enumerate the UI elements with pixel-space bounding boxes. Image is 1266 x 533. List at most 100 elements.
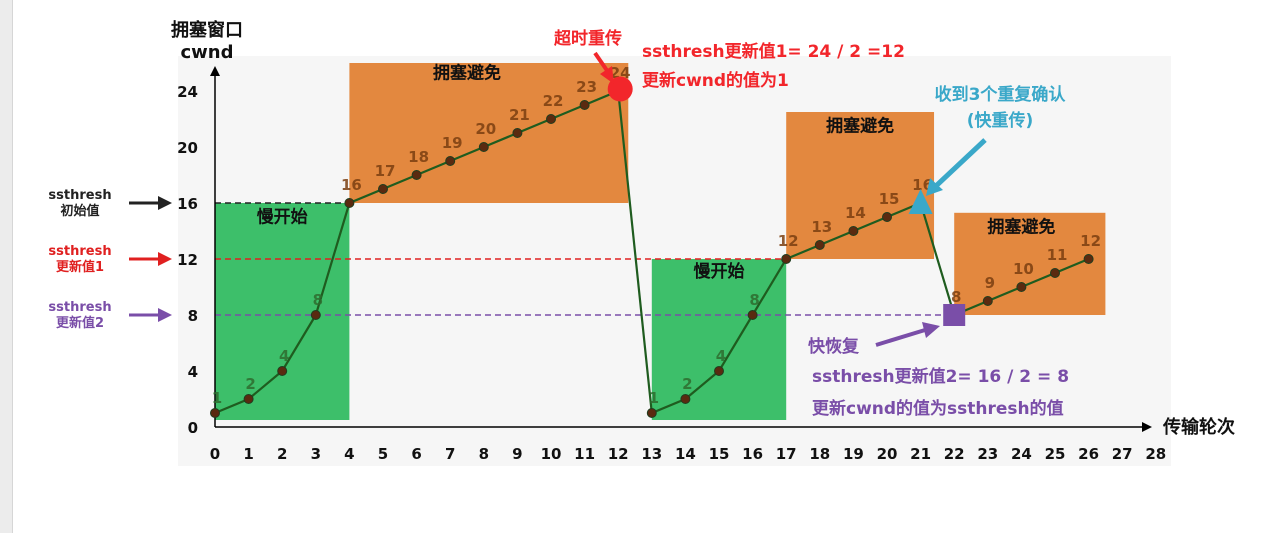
data-label: 24 bbox=[610, 64, 631, 82]
y-axis-title: 拥塞窗口 bbox=[171, 19, 243, 41]
x-tick-label: 2 bbox=[277, 445, 287, 463]
y-tick-label: 16 bbox=[177, 195, 198, 213]
data-label: 9 bbox=[985, 274, 995, 292]
congestion-avoidance-region-1 bbox=[349, 63, 629, 203]
y-tick-label: 0 bbox=[188, 419, 198, 437]
ssthresh-update-2-arrow-head bbox=[158, 308, 172, 322]
x-tick-label: 23 bbox=[977, 445, 998, 463]
data-label: 12 bbox=[1080, 232, 1101, 250]
data-label: 8 bbox=[951, 288, 961, 306]
triple-dup-ack-arrow-head bbox=[926, 178, 943, 196]
x-tick-label: 1 bbox=[243, 445, 253, 463]
y-tick-label: 20 bbox=[177, 139, 198, 157]
ssthresh-update-1-label-line1: ssthresh bbox=[48, 244, 111, 259]
data-label: 19 bbox=[442, 134, 463, 152]
data-point bbox=[243, 394, 254, 404]
x-tick-label: 0 bbox=[210, 445, 220, 463]
y-tick-label: 8 bbox=[188, 307, 198, 325]
x-tick-label: 16 bbox=[742, 445, 763, 463]
slow-start-region-1-label: 慢开始 bbox=[257, 207, 308, 228]
data-label: 1 bbox=[212, 389, 222, 407]
triple-dup-ack-marker bbox=[908, 189, 933, 214]
x-tick-label: 20 bbox=[877, 445, 898, 463]
congestion-avoidance-region-3-label: 拥塞避免 bbox=[987, 216, 1055, 237]
slow-start-region-1 bbox=[215, 203, 350, 420]
fast-recovery-label: 快恢复 bbox=[808, 336, 860, 357]
congestion-avoidance-region-1-label: 拥塞避免 bbox=[433, 62, 501, 83]
timeout-arrow-head bbox=[600, 66, 614, 84]
x-tick-label: 28 bbox=[1145, 445, 1166, 463]
data-point bbox=[882, 212, 892, 222]
ssthresh-update-1-label-line2: 更新值1 bbox=[56, 259, 104, 275]
x-tick-label: 17 bbox=[776, 445, 797, 463]
data-point bbox=[445, 156, 456, 166]
data-point bbox=[579, 100, 590, 110]
x-tick-label: 3 bbox=[311, 445, 321, 463]
x-tick-label: 12 bbox=[608, 445, 629, 463]
data-label: 13 bbox=[811, 218, 832, 236]
ssthresh-update-2-label-line2: 更新值2 bbox=[56, 315, 104, 331]
x-tick-label: 6 bbox=[411, 445, 421, 463]
y-tick-label: 4 bbox=[188, 363, 198, 381]
ssthresh-initial-arrow-head bbox=[158, 196, 172, 210]
x-tick-label: 14 bbox=[675, 445, 696, 463]
data-label: 22 bbox=[543, 92, 564, 110]
data-point bbox=[714, 366, 724, 376]
data-label: 21 bbox=[509, 106, 530, 124]
x-tick-label: 10 bbox=[541, 445, 562, 463]
data-label: 8 bbox=[749, 291, 759, 309]
x-tick-label: 15 bbox=[709, 445, 730, 463]
x-tick-label: 5 bbox=[378, 445, 388, 463]
data-point bbox=[646, 408, 657, 418]
data-label: 12 bbox=[778, 232, 799, 250]
data-label: 2 bbox=[245, 375, 255, 393]
data-point bbox=[848, 226, 859, 236]
x-tick-label: 25 bbox=[1045, 445, 1066, 463]
data-label: 2 bbox=[682, 375, 692, 393]
data-point bbox=[1016, 282, 1027, 292]
data-point bbox=[1083, 254, 1094, 264]
data-point bbox=[310, 310, 321, 320]
fast-recovery-note-cwnd: 更新cwnd的值为ssthresh的值 bbox=[812, 398, 1064, 419]
data-label: 14 bbox=[845, 204, 866, 222]
data-point bbox=[210, 408, 220, 418]
y-axis-unit: cwnd bbox=[181, 42, 234, 63]
timeout-note-cwnd: 更新cwnd的值为1 bbox=[642, 70, 789, 91]
ssthresh-initial-label-line1: ssthresh bbox=[48, 188, 111, 203]
data-point bbox=[747, 310, 758, 320]
x-axis-title: 传输轮次 bbox=[1162, 416, 1235, 438]
data-point bbox=[680, 394, 691, 404]
data-label: 10 bbox=[1013, 260, 1034, 278]
ssthresh-initial-label-line2: 初始值 bbox=[60, 203, 99, 219]
data-point bbox=[344, 198, 355, 208]
x-tick-label: 24 bbox=[1011, 445, 1032, 463]
data-point bbox=[982, 296, 993, 306]
ssthresh-update-2-label-line1: ssthresh bbox=[48, 300, 111, 315]
timeout-note-ssthresh: ssthresh更新值1= 24 / 2 =12 bbox=[642, 41, 905, 62]
data-label: 20 bbox=[475, 120, 496, 138]
fast-retransmit-label: (快重传) bbox=[967, 110, 1034, 131]
y-tick-label: 12 bbox=[177, 251, 198, 269]
data-label: 11 bbox=[1047, 246, 1068, 264]
x-tick-label: 27 bbox=[1112, 445, 1133, 463]
triple-dup-ack-arrow-shaft bbox=[935, 138, 987, 187]
x-tick-label: 21 bbox=[910, 445, 931, 463]
data-point bbox=[378, 184, 388, 194]
fast-recovery-note-ssthresh: ssthresh更新值2= 16 / 2 = 8 bbox=[812, 366, 1069, 387]
data-label: 16 bbox=[341, 176, 362, 194]
congestion-avoidance-region-3 bbox=[954, 212, 1106, 315]
x-tick-label: 4 bbox=[344, 445, 354, 463]
page-left-bar bbox=[0, 0, 13, 533]
x-tick-label: 19 bbox=[843, 445, 864, 463]
timeout-label: 超时重传 bbox=[554, 28, 622, 49]
congestion-avoidance-region-2 bbox=[786, 112, 935, 259]
y-tick-label: 24 bbox=[177, 83, 198, 101]
data-point bbox=[277, 366, 288, 376]
data-label: 1 bbox=[649, 389, 659, 407]
timeout-marker bbox=[607, 76, 633, 102]
data-label: 23 bbox=[576, 78, 597, 96]
congestion-avoidance-region-2-label: 拥塞避免 bbox=[826, 116, 894, 137]
data-point bbox=[411, 170, 422, 180]
data-label: 17 bbox=[375, 162, 396, 180]
data-point bbox=[814, 240, 825, 250]
